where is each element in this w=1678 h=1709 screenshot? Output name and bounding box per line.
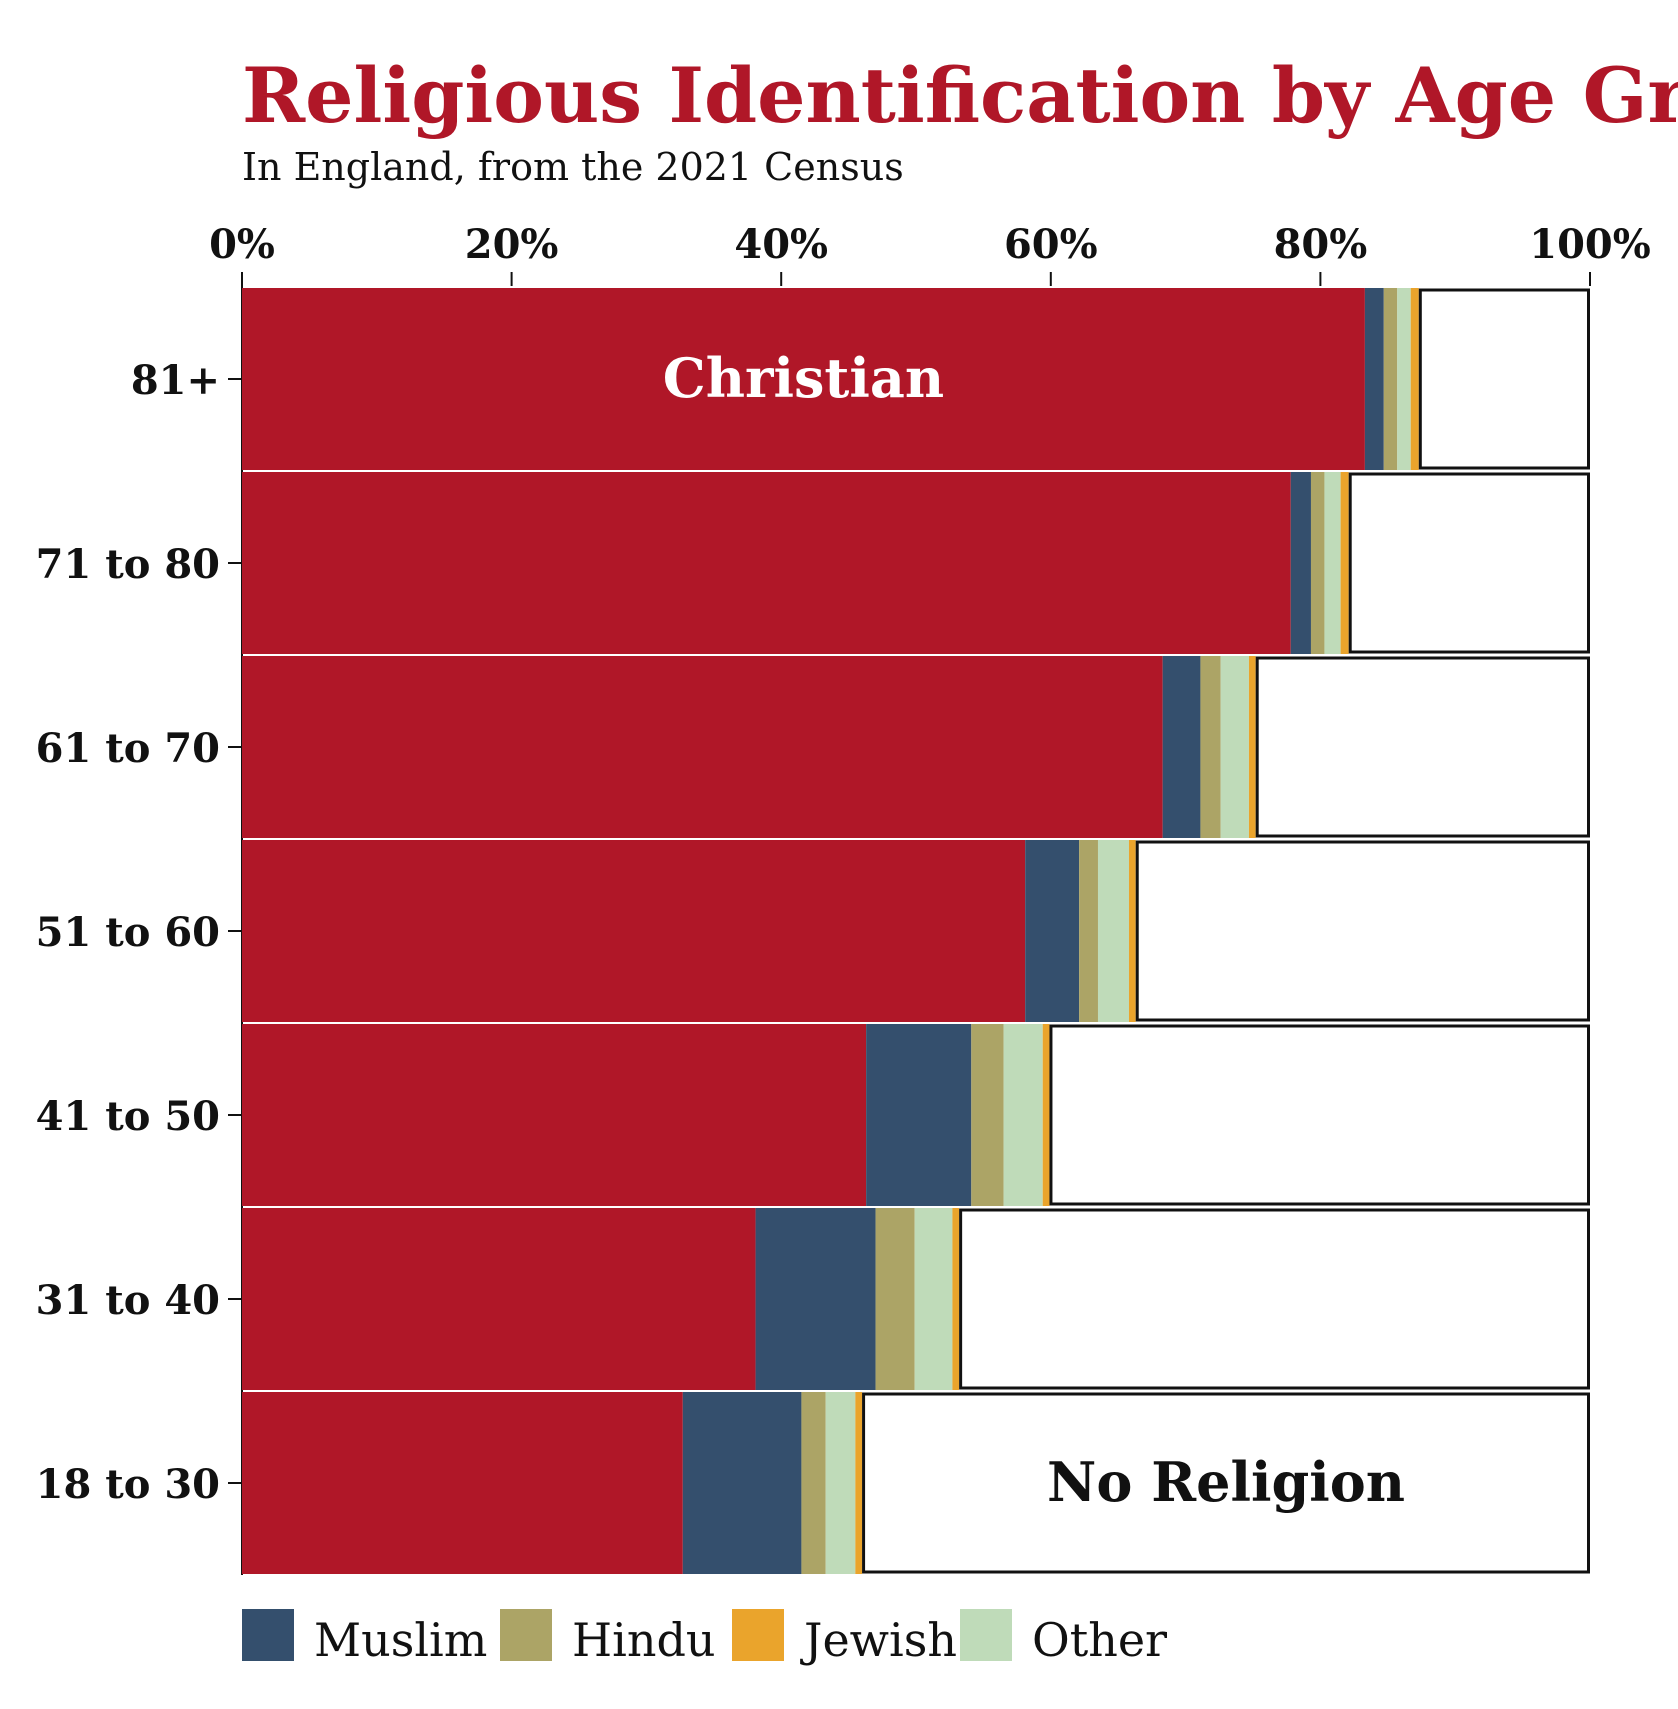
y-tick-label: 18 to 30 [36,1461,220,1508]
x-tick-label: 80% [1274,221,1368,268]
y-tick-label: 31 to 40 [36,1277,220,1324]
bar-segment-none [1418,288,1590,470]
bar-segment-none [959,1208,1590,1390]
label-no-religion: No Religion [1047,1450,1405,1514]
legend-label: Other [1032,1613,1167,1667]
bar-segment-other [1324,472,1341,654]
bar-segment-hindu [1310,472,1325,654]
bar-segment-none [862,1392,1590,1574]
bars [242,288,1591,1574]
bar-segment-other [1397,288,1411,470]
bar-segment-jewish [1410,288,1419,470]
bar-segment-christian [242,472,1291,654]
bar-labels: Christian No Religion [663,346,1405,1514]
legend: Muslim Hindu Jewish Other [242,1609,1167,1667]
chart-title: Religious Identification by Age Group [242,51,1678,140]
legend-swatch [960,1609,1012,1661]
bar-segment-other [914,1208,953,1390]
bar-segment-muslim [1025,840,1080,1022]
x-tick-label: 40% [734,221,828,268]
bar-segment-other [825,1392,856,1574]
x-tick-label: 100% [1529,221,1651,268]
bar-segment-other [1220,656,1249,838]
bar-segment-other [1097,840,1129,1022]
bar-segment-jewish [855,1392,863,1574]
bar-segment-none [1135,840,1590,1022]
legend-label: Hindu [572,1613,716,1667]
x-tick-label: 20% [465,221,559,268]
bar-segment-hindu [875,1208,915,1390]
bar-segment-jewish [1340,472,1349,654]
bar-segment-hindu [1079,840,1098,1022]
bar-segment-none [1348,472,1591,654]
legend-swatch [242,1609,294,1661]
legend-swatch [500,1609,552,1661]
y-axis: 81+ 71 to 80 61 to 70 51 to 60 41 to 50 31 to… [36,276,243,1575]
bar-segment-muslim [1290,472,1311,654]
x-axis: 0% 20% 40% 60% 80% 100% [209,221,1651,286]
y-tick-label: 81+ [131,357,220,404]
bar-segment-jewish [1248,656,1256,838]
x-tick-label: 60% [1004,221,1098,268]
bar-segment-hindu [971,1024,1004,1206]
chart-subtitle: In England, from the 2021 Census [242,145,904,189]
bar-segment-christian [242,1024,867,1206]
bar-segment-muslim [755,1208,876,1390]
bar-segment-hindu [1383,288,1398,470]
bar-segment-hindu [1200,656,1221,838]
bar-segment-none [1255,656,1591,838]
bar-segment-other [1003,1024,1043,1206]
bar-segment-muslim [682,1392,802,1574]
y-tick-label: 51 to 60 [36,909,220,956]
label-christian: Christian [663,346,944,410]
bar-segment-jewish [1128,840,1136,1022]
bar-segment-jewish [1042,1024,1050,1206]
y-tick-label: 61 to 70 [36,725,220,772]
x-tick-label: 0% [209,221,275,268]
bar-segment-muslim [866,1024,972,1206]
bar-segment-christian [242,1392,683,1574]
y-tick-label: 71 to 80 [36,541,220,588]
legend-label: Jewish [800,1613,957,1667]
bar-segment-muslim [1364,288,1384,470]
bar-segment-hindu [801,1392,826,1574]
legend-swatch [732,1609,784,1661]
bar-segment-jewish [952,1208,960,1390]
y-tick-label: 41 to 50 [36,1093,220,1140]
bar-segment-christian [242,288,1365,470]
bar-segment-none [1049,1024,1590,1206]
bar-segment-muslim [1162,656,1201,838]
bar-segment-christian [242,840,1026,1022]
bar-segment-christian [242,656,1163,838]
legend-label: Muslim [314,1613,487,1667]
bar-segment-christian [242,1208,756,1390]
